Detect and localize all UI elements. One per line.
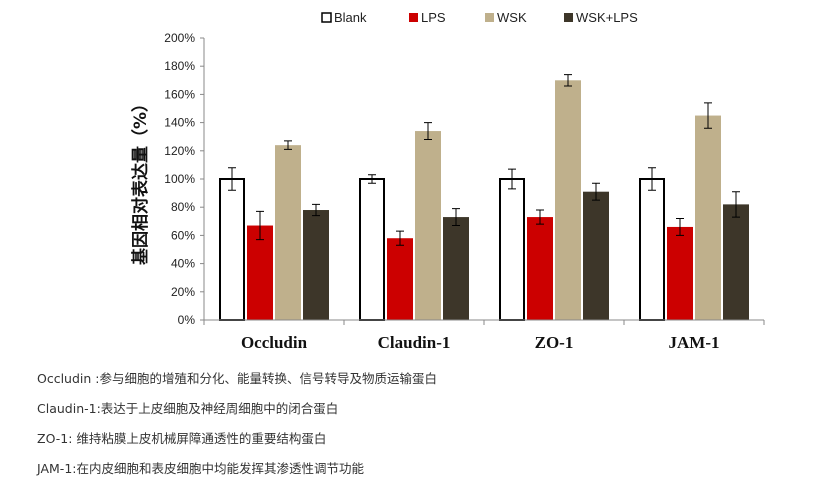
y-tick-label: 140% <box>164 116 195 130</box>
note-jam-1: JAM-1:在内皮细胞和表皮细胞中均能发挥其渗透性调节功能 <box>37 461 364 476</box>
legend-swatch-wsk <box>485 13 494 22</box>
error-bar-blank-occludin <box>228 167 236 191</box>
legend-label-wsk-lps: WSK+LPS <box>576 10 638 25</box>
bar-blank-occludin <box>219 178 245 321</box>
error-bar-blank-jam-1 <box>648 167 656 191</box>
y-tick-label: 160% <box>164 87 195 101</box>
y-tick-label: 40% <box>171 257 195 271</box>
bar-wsk-claudin-1 <box>415 131 441 320</box>
category-label-occludin: Occludin <box>241 333 308 352</box>
note-claudin-1: Claudin-1:表达于上皮细胞及神经周细胞中的闭合蛋白 <box>37 401 339 416</box>
category-label-claudin-1: Claudin-1 <box>378 333 451 352</box>
bars <box>219 74 749 321</box>
bar-wsk-lps-zo-1 <box>583 191 609 320</box>
legend-label-lps: LPS <box>421 10 446 25</box>
legend-label-blank: Blank <box>334 10 367 25</box>
error-bar-blank-claudin-1 <box>368 174 376 184</box>
category-label-zo-1: ZO-1 <box>535 333 574 352</box>
bar-wsk-lps-jam-1 <box>723 204 749 320</box>
error-bar-wsk-occludin <box>284 140 292 150</box>
y-tick-label: 200% <box>164 31 195 45</box>
error-bar-wsk-jam-1 <box>704 102 712 129</box>
legend: Blank LPS WSK WSK+LPS <box>321 10 638 25</box>
category-label-jam-1: JAM-1 <box>669 333 720 352</box>
error-bar-wsk-lps-claudin-1 <box>452 208 460 227</box>
bar-blank-claudin-1 <box>359 178 385 321</box>
error-bar-lps-claudin-1 <box>396 230 404 246</box>
bar-lps-occludin <box>247 225 273 320</box>
bar-lps-jam-1 <box>667 226 693 320</box>
error-bar-wsk-lps-zo-1 <box>592 182 600 201</box>
bar-lps-claudin-1 <box>387 238 413 320</box>
error-bar-wsk-lps-occludin <box>312 203 320 217</box>
bar-wsk-zo-1 <box>555 80 581 320</box>
legend-swatch-wsk-lps <box>564 13 573 22</box>
y-tick-label: 180% <box>164 59 195 73</box>
x-axis: Occludin Claudin-1 ZO-1 JAM-1 <box>203 319 765 352</box>
bar-chart: Blank LPS WSK WSK+LPS 0% 20% 40% 60% 80% 100% 120… <box>130 10 765 352</box>
y-tick-label: 60% <box>171 228 195 242</box>
y-tick-label: 20% <box>171 285 195 299</box>
error-bar-lps-occludin <box>256 210 264 241</box>
y-tick-label: 80% <box>171 200 195 214</box>
error-bar-blank-zo-1 <box>508 168 516 190</box>
note-zo-1: ZO-1: 维持粘膜上皮机械屏障通透性的重要结构蛋白 <box>37 431 327 446</box>
error-bar-wsk-lps-jam-1 <box>732 191 740 218</box>
bar-blank-jam-1 <box>639 178 665 321</box>
legend-swatch-lps <box>409 13 418 22</box>
y-axis-label: 基因相对表达量（%） <box>130 95 151 266</box>
bar-wsk-lps-claudin-1 <box>443 217 469 320</box>
note-occludin: Occludin :参与细胞的增殖和分化、能量转换、信号转导及物质运输蛋白 <box>37 371 437 386</box>
error-bar-lps-jam-1 <box>676 217 684 236</box>
error-bar-lps-zo-1 <box>536 209 544 225</box>
error-bar-wsk-claudin-1 <box>424 122 432 141</box>
y-tick-label: 100% <box>164 172 195 186</box>
y-tick-label: 120% <box>164 144 195 158</box>
bar-wsk-occludin <box>275 145 301 320</box>
notes: Occludin :参与细胞的增殖和分化、能量转换、信号转导及物质运输蛋白 Cl… <box>37 366 437 486</box>
bar-wsk-lps-occludin <box>303 210 329 320</box>
y-axis: 0% 20% 40% 60% 80% 100% 120% 140% 160% 180% 200% <box>164 31 205 327</box>
bar-lps-zo-1 <box>527 217 553 320</box>
bar-blank-zo-1 <box>499 178 525 321</box>
error-bar-wsk-zo-1 <box>564 74 572 87</box>
bar-wsk-jam-1 <box>695 115 721 320</box>
y-tick-label: 0% <box>178 313 196 327</box>
legend-swatch-blank <box>321 12 332 23</box>
legend-label-wsk: WSK <box>497 10 527 25</box>
